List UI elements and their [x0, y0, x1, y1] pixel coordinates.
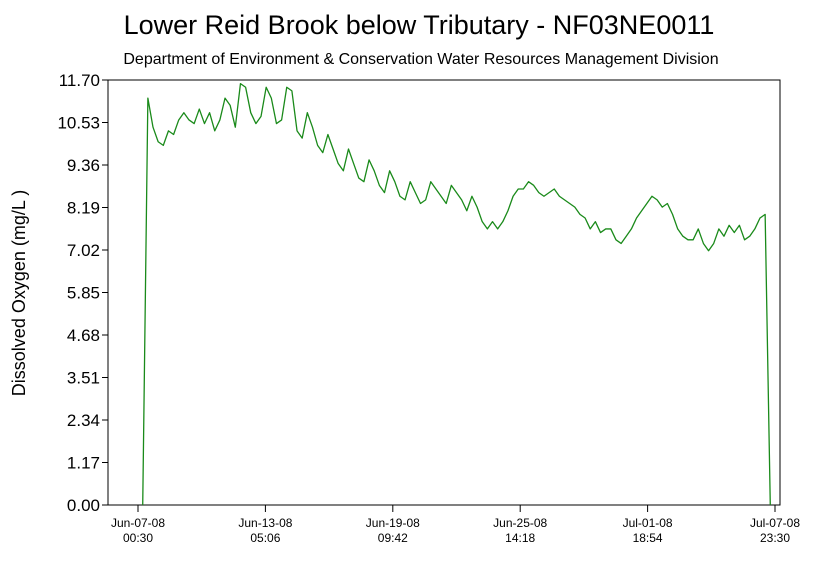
y-tick-label: 9.36 [67, 156, 100, 175]
x-tick-label: Jun-25-08 14:18 [493, 516, 547, 545]
y-tick-label: 7.02 [67, 241, 100, 260]
chart-title: Lower Reid Brook below Tributary - NF03N… [124, 10, 715, 40]
y-tick-label: 5.85 [67, 284, 100, 303]
chart-subtitle: Department of Environment & Conservation… [123, 51, 718, 68]
y-tick-label: 8.19 [67, 199, 100, 218]
y-tick-label: 0.00 [67, 496, 100, 515]
y-tick-label: 11.70 [59, 71, 100, 90]
y-tick-label: 2.34 [67, 411, 100, 430]
data-line [142, 82, 771, 506]
y-tick-label: 1.17 [67, 454, 100, 473]
y-tick-label: 3.51 [67, 369, 100, 388]
y-axis-label: Dissolved Oxygen (mg/L ) [9, 190, 29, 396]
y-tick-label: 4.68 [67, 326, 100, 345]
x-tick-label: Jun-07-08 00:30 [111, 516, 165, 545]
x-tick-label: Jul-01-08 18:54 [623, 516, 673, 545]
x-tick-label: Jul-07-08 23:30 [750, 516, 800, 545]
x-tick-label: Jun-13-08 05:06 [238, 516, 292, 545]
y-tick-label: 10.53 [57, 114, 100, 133]
x-tick-label: Jun-19-08 09:42 [366, 516, 420, 545]
